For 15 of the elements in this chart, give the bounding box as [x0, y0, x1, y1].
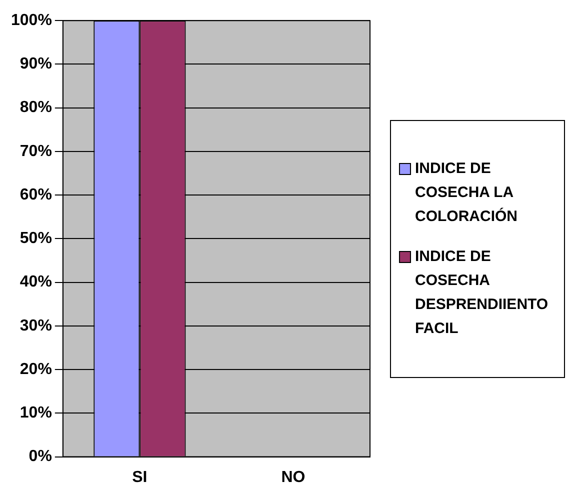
legend-label: INDICE DE COSECHA DESPRENDIIENTO FACIL — [415, 247, 550, 339]
y-tick-label: 0% — [28, 448, 52, 466]
y-tick-label: 30% — [20, 317, 52, 334]
y-tick-label: 100% — [11, 12, 52, 30]
y-tick-label: 40% — [20, 274, 52, 291]
y-tick-label: 10% — [20, 404, 52, 422]
x-tick-label: SI — [132, 468, 148, 486]
y-tick-label: 60% — [20, 186, 52, 204]
y-tick-label: 50% — [20, 230, 52, 248]
x-tick-label: NO — [281, 468, 306, 486]
y-tick-label: 80% — [20, 99, 52, 116]
y-tick-label: 90% — [20, 56, 52, 73]
y-tick-label: 70% — [20, 142, 52, 160]
y-tick-label: 20% — [20, 360, 52, 378]
legend-label: INDICE DE COSECHA LA COLORACIÓN — [415, 159, 518, 227]
